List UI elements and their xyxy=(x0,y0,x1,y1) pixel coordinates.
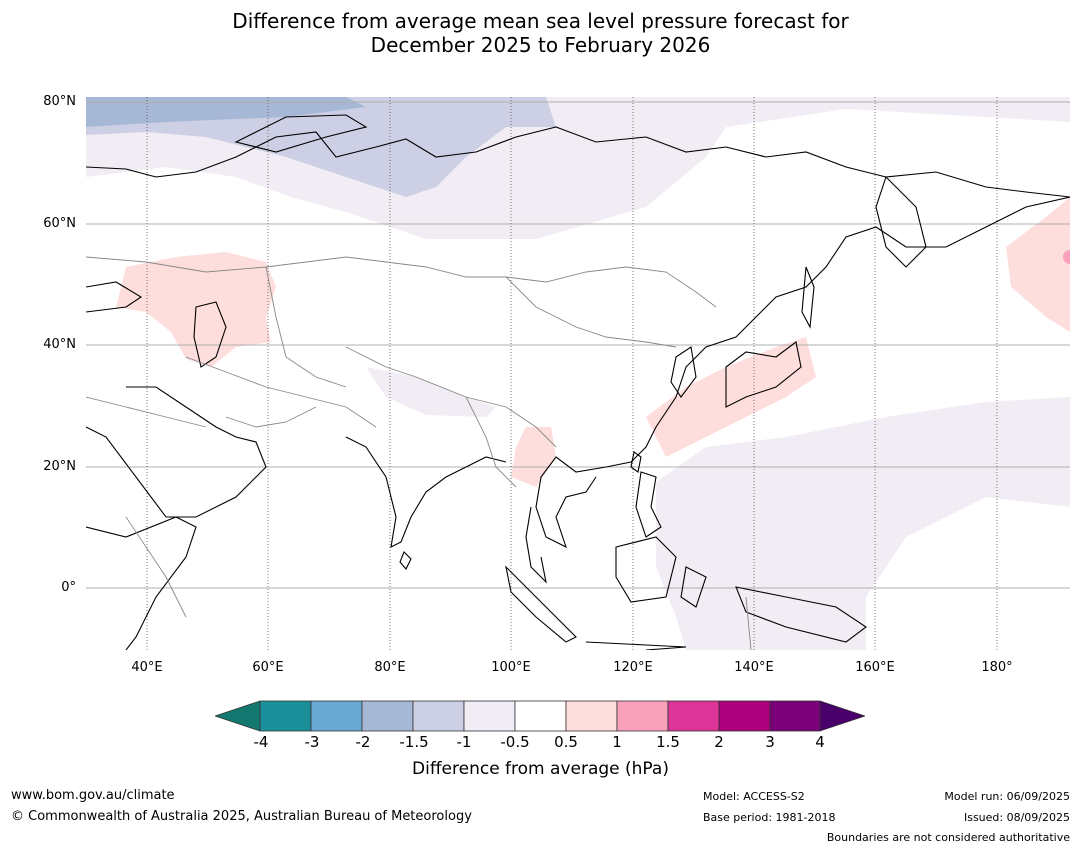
negative-anomaly-arctic-stronger xyxy=(86,97,366,127)
colorbar-arrow-low xyxy=(215,700,261,732)
colorbar-segment-2 xyxy=(310,700,363,732)
lon-label-40e: 40°E xyxy=(131,660,163,675)
colorbar-segment-3 xyxy=(361,700,414,732)
colorbar-tick: 1 xyxy=(612,733,622,751)
copyright-text: © Commonwealth of Australia 2025, Austra… xyxy=(11,809,472,824)
colorbar-tick: 4 xyxy=(815,733,825,751)
title-line-1: Difference from average mean sea level p… xyxy=(232,9,849,33)
meridians xyxy=(146,97,998,650)
website-link[interactable]: www.bom.gov.au/climate xyxy=(11,788,175,803)
lon-label-100e: 100°E xyxy=(491,660,531,675)
colorbar-tick: -3 xyxy=(304,733,320,751)
base-period: Base period: 1981-2018 xyxy=(703,811,836,824)
coastlines xyxy=(86,114,1070,650)
colorbar-tick: 2 xyxy=(714,733,724,751)
country-borders xyxy=(86,256,752,650)
colorbar-segment-10 xyxy=(718,700,771,732)
lat-label-0: 0° xyxy=(61,580,76,595)
colorbar-tick: -1.5 xyxy=(399,733,429,751)
lat-label-40n: 40°N xyxy=(43,337,76,352)
lon-label-160e: 160°E xyxy=(855,660,895,675)
colorbar-tick: -4 xyxy=(253,733,269,751)
lon-label-80e: 80°E xyxy=(374,660,406,675)
colorbar-segment-6 xyxy=(514,700,567,732)
colorbar-segment-4 xyxy=(412,700,465,732)
lat-label-20n: 20°N xyxy=(43,459,76,474)
title-line-2: December 2025 to February 2026 xyxy=(370,33,711,57)
lon-label-120e: 120°E xyxy=(613,660,653,675)
map-svg xyxy=(86,97,1070,650)
boundaries-disclaimer: Boundaries are not considered authoritat… xyxy=(826,831,1070,844)
colorbar-tick: -2 xyxy=(355,733,371,751)
colorbar-tick: 0.5 xyxy=(554,733,578,751)
chart-title: Difference from average mean sea level p… xyxy=(0,9,1081,57)
issued-date: Issued: 08/09/2025 xyxy=(963,811,1070,824)
negative-anomaly-arctic-strong xyxy=(86,97,556,197)
negative-anomaly-pacific xyxy=(656,397,1070,650)
positive-anomaly-north-pacific xyxy=(1006,197,1070,332)
colorbar-segment-7 xyxy=(565,700,618,732)
colorbar-tick: 3 xyxy=(765,733,775,751)
negative-anomaly-tibet xyxy=(366,367,496,417)
positive-anomaly-japan xyxy=(646,337,816,457)
colorbar-segment-8 xyxy=(616,700,669,732)
lat-label-80n: 80°N xyxy=(43,94,76,109)
colorbar-segment-1 xyxy=(259,700,312,732)
colorbar-tick: -1 xyxy=(456,733,472,751)
graticule xyxy=(86,101,1070,589)
lon-label-140e: 140°E xyxy=(734,660,774,675)
model-name: Model: ACCESS-S2 xyxy=(703,790,805,803)
colorbar-label: Difference from average (hPa) xyxy=(412,759,669,779)
colorbar xyxy=(215,700,865,732)
lon-label-180: 180° xyxy=(981,660,1013,675)
map-panel xyxy=(86,97,1070,650)
lon-label-60e: 60°E xyxy=(252,660,284,675)
colorbar-arrow-high xyxy=(819,700,865,732)
colorbar-segment-9 xyxy=(667,700,720,732)
model-run-date: Model run: 06/09/2025 xyxy=(944,790,1070,803)
colorbar-segment-11 xyxy=(769,700,821,732)
colorbar-tick: -0.5 xyxy=(500,733,530,751)
lat-label-60n: 60°N xyxy=(43,216,76,231)
positive-anomaly-indochina xyxy=(511,427,556,487)
colorbar-tick: 1.5 xyxy=(656,733,680,751)
positive-anomaly-north-pacific-core xyxy=(1063,250,1070,264)
colorbar-segment-5 xyxy=(463,700,516,732)
